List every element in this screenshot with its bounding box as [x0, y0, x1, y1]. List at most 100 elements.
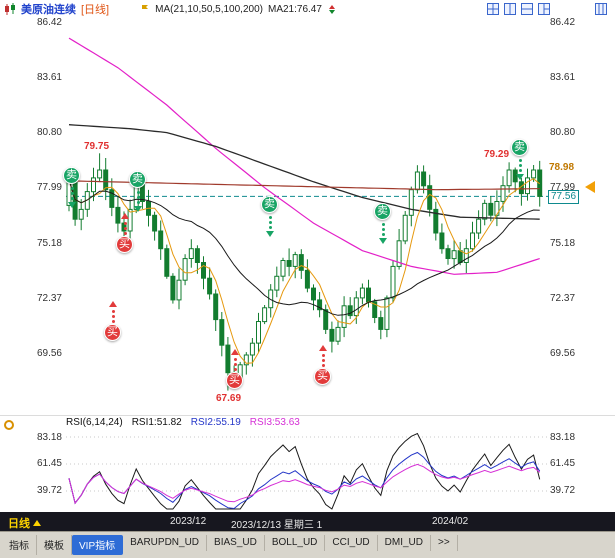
buy-signal-arrow-dot — [234, 358, 237, 361]
price-annotation: 67.69 — [216, 393, 242, 404]
rsi-axis-label-left: 61.45 — [36, 458, 62, 470]
price-axis-label-left: 72.37 — [36, 293, 62, 304]
price-axis-label-right: 75.18 — [550, 237, 576, 249]
rsi1-value: RSI1:51.82 — [131, 417, 182, 428]
buy-signal-badge: 买 — [226, 372, 243, 389]
sell-signal-arrow-icon — [266, 231, 274, 237]
buy-signal-badge: 买 — [104, 324, 121, 341]
buy-signal-badge: 买 — [314, 368, 331, 385]
buy-signal-arrow-icon — [231, 349, 239, 355]
price-pointer-icon — [585, 181, 595, 193]
rsi-axis-label-right: 61.45 — [550, 458, 576, 470]
sell-signal-badge: 卖 — [511, 139, 528, 156]
sell-signal-arrow-dot — [71, 197, 74, 200]
symbol-title[interactable]: 美原油连续 — [21, 4, 76, 16]
buy-signal-arrow-dot — [112, 315, 115, 318]
rsi-axis-label-left: 39.72 — [36, 485, 62, 497]
timeline-strip: 日线 2023/12 2023/12/13 星期三 1 2024/02 — [0, 512, 615, 531]
sell-signal-badge: 卖 — [261, 196, 278, 213]
sell-signal-arrow-dot — [519, 159, 522, 162]
price-axis-label-left: 80.80 — [36, 127, 62, 139]
rsi-axis-label-right: 39.72 — [550, 485, 576, 497]
buy-signal-arrow-dot — [234, 368, 237, 371]
sell-signal-arrow-dot — [71, 187, 74, 190]
sell-signal-arrow-icon — [134, 206, 142, 212]
layout-2row-icon[interactable] — [521, 3, 533, 15]
price-axis-label-right: 72.37 — [550, 293, 576, 304]
rsi2-value: RSI2:55.19 — [190, 417, 241, 428]
price-axis-label-right: 77.99 — [550, 182, 576, 194]
timeline-date-label: 2023/12/13 星期三 1 — [231, 520, 323, 531]
price-axis-label-right: 83.61 — [550, 71, 576, 83]
tab-barupdn-ud[interactable]: BARUPDN_UD — [123, 535, 208, 551]
sell-signal-arrow-icon — [516, 174, 524, 180]
period-up-icon — [33, 520, 41, 526]
rsi-indicator-header: RSI(6,14,24) RSI1:51.82 RSI2:55.19 RSI3:… — [66, 417, 300, 428]
timeline-date-label: 2023/12 — [170, 516, 207, 527]
candlestick-icon — [4, 2, 16, 16]
sell-signal-arrow-dot — [382, 228, 385, 231]
price-tag-upper: 78.98 — [549, 162, 575, 173]
buy-signal-arrow-dot — [124, 227, 127, 230]
buy-signal-arrow-dot — [112, 310, 115, 313]
sell-signal-arrow-dot — [519, 164, 522, 167]
tab-indicators[interactable]: 指标 — [2, 535, 37, 555]
sell-signal-badge: 卖 — [374, 203, 391, 220]
price-annotation: 79.29 — [484, 149, 510, 160]
price-axis-label-right: 69.56 — [550, 348, 576, 360]
sell-signal-arrow-dot — [137, 196, 140, 199]
sell-signal-arrow-dot — [269, 226, 272, 229]
sell-signal-arrow-icon — [68, 202, 76, 208]
sell-signal-badge: 卖 — [63, 167, 80, 184]
indicator-flag-icon[interactable] — [140, 4, 150, 15]
indicator-tab-bar: 指标 模板 VIP指标 BARUPDN_UD BIAS_UD BOLL_UD CCI_UD D… — [0, 531, 615, 558]
rsi3-value: RSI3:53.63 — [249, 417, 300, 428]
layout-grid-icon[interactable] — [595, 3, 607, 15]
tab-more[interactable]: >> — [431, 535, 458, 551]
buy-signal-arrow-dot — [124, 232, 127, 235]
tab-vip-indicators[interactable]: VIP指标 — [72, 535, 124, 555]
price-axis-label-left: 69.56 — [36, 348, 62, 360]
price-tag-current: 77.56 — [548, 190, 580, 204]
price-axis-label-left: 75.18 — [36, 237, 62, 249]
chart-toolbar: 美原油连续 [日线] MA(21,10,50,5,100,200) MA21:7… — [0, 0, 615, 18]
buy-signal-arrow-dot — [124, 222, 127, 225]
sell-signal-arrow-dot — [269, 216, 272, 219]
tab-bias-ud[interactable]: BIAS_UD — [207, 535, 265, 551]
sell-signal-arrow-dot — [382, 233, 385, 236]
sell-signal-arrow-dot — [71, 192, 74, 195]
rsi-settings-icon[interactable] — [4, 420, 14, 430]
tab-templates[interactable]: 模板 — [37, 535, 72, 555]
sell-signal-badge: 卖 — [129, 171, 146, 188]
buy-signal-arrow-dot — [322, 364, 325, 367]
price-axis-label-left: 77.99 — [36, 182, 62, 194]
layout-4pane-icon[interactable] — [487, 3, 499, 15]
rsi-title: RSI(6,14,24) — [66, 417, 123, 428]
buy-signal-arrow-dot — [322, 359, 325, 362]
price-axis-label-right: 80.80 — [550, 127, 576, 139]
period-label: 日线 — [8, 518, 30, 530]
tab-cci-ud[interactable]: CCI_UD — [325, 535, 378, 551]
buy-signal-arrow-icon — [121, 213, 129, 219]
layout-2col-icon[interactable] — [504, 3, 516, 15]
sell-signal-arrow-dot — [137, 201, 140, 204]
buy-signal-arrow-icon — [319, 345, 327, 351]
ma-value-label: MA21:76.47 — [267, 3, 322, 15]
rsi-axis-label-left: 83.18 — [36, 431, 62, 443]
tab-boll-ud[interactable]: BOLL_UD — [265, 535, 326, 551]
buy-signal-arrow-dot — [112, 320, 115, 323]
period-selector[interactable]: 日线 — [8, 515, 41, 531]
price-annotation: 79.75 — [84, 141, 110, 152]
buy-signal-arrow-dot — [234, 363, 237, 366]
sell-signal-arrow-icon — [379, 238, 387, 244]
price-axis-label-left: 86.42 — [36, 16, 62, 28]
tab-dmi-ud[interactable]: DMI_UD — [378, 535, 431, 551]
sell-signal-arrow-dot — [519, 169, 522, 172]
rsi-axis-label-right: 83.18 — [550, 431, 576, 443]
sell-signal-arrow-dot — [382, 223, 385, 226]
buy-signal-badge: 买 — [116, 236, 133, 253]
buy-signal-arrow-dot — [322, 354, 325, 357]
ma-cycle-arrows-icon[interactable] — [328, 4, 335, 14]
layout-1-2-icon[interactable] — [538, 3, 550, 15]
chart-canvas[interactable] — [0, 0, 615, 512]
